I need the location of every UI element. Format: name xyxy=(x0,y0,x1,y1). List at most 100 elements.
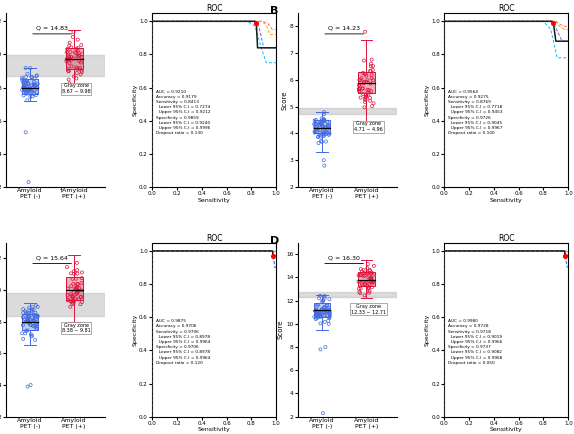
Bar xyxy=(22,79,38,94)
Point xyxy=(361,93,370,100)
Point xyxy=(67,293,76,299)
Point xyxy=(316,312,325,319)
Point xyxy=(74,296,83,303)
Point xyxy=(319,133,328,140)
Point xyxy=(22,83,32,90)
Point xyxy=(77,69,87,76)
Point xyxy=(28,306,37,313)
Point xyxy=(323,305,332,312)
Point xyxy=(22,73,31,80)
Point xyxy=(65,59,74,66)
Point xyxy=(316,293,325,299)
Point xyxy=(77,67,86,74)
Point xyxy=(363,77,372,84)
Point xyxy=(323,302,332,309)
Point xyxy=(23,310,32,317)
Point xyxy=(63,66,72,73)
X-axis label: Sensitivity: Sensitivity xyxy=(197,427,231,432)
Point xyxy=(31,309,40,316)
Point xyxy=(65,80,74,87)
Point xyxy=(311,116,320,123)
Point xyxy=(69,270,79,277)
Point xyxy=(65,39,74,46)
Point xyxy=(77,287,86,294)
Point xyxy=(369,262,378,269)
Point xyxy=(369,77,378,84)
Point xyxy=(73,44,83,51)
Point xyxy=(29,317,38,324)
Point xyxy=(29,306,38,313)
Point xyxy=(73,266,82,273)
Point xyxy=(366,60,375,67)
Point xyxy=(366,275,375,282)
Point xyxy=(19,82,28,89)
Point xyxy=(21,79,30,86)
Point xyxy=(75,284,84,291)
Point xyxy=(32,302,41,309)
Point xyxy=(319,116,328,123)
Text: Q = 14.23: Q = 14.23 xyxy=(328,26,360,31)
Point xyxy=(21,330,30,337)
Bar xyxy=(298,108,397,115)
Point xyxy=(354,285,363,292)
Point xyxy=(358,85,367,92)
Point xyxy=(319,111,328,118)
Point xyxy=(77,54,86,61)
Point xyxy=(367,56,377,63)
Point xyxy=(359,80,369,87)
Point xyxy=(354,85,363,92)
Bar xyxy=(314,120,331,134)
Point xyxy=(312,124,321,131)
Point xyxy=(312,306,321,313)
Point xyxy=(363,265,372,272)
Point xyxy=(73,289,82,296)
Point xyxy=(361,91,370,98)
Point xyxy=(324,308,333,315)
Point xyxy=(366,270,375,277)
Point xyxy=(66,49,75,56)
Point xyxy=(356,76,365,83)
Point xyxy=(364,278,374,285)
Bar xyxy=(6,293,105,316)
Point xyxy=(18,330,27,337)
Point xyxy=(313,134,323,141)
Point xyxy=(24,314,33,321)
Point xyxy=(367,275,376,282)
Point xyxy=(32,321,41,328)
Point xyxy=(29,91,38,98)
Point xyxy=(28,304,37,311)
Point xyxy=(358,281,367,288)
Point xyxy=(361,70,370,77)
Point xyxy=(18,335,28,342)
Point xyxy=(359,273,369,280)
Point xyxy=(26,65,35,72)
Point xyxy=(23,311,32,318)
Point xyxy=(358,268,367,275)
Point xyxy=(18,306,28,312)
Point xyxy=(20,85,29,92)
Point xyxy=(76,301,85,308)
Point xyxy=(77,279,86,286)
Text: Q = 15.64: Q = 15.64 xyxy=(36,256,68,260)
Point xyxy=(21,86,30,93)
Point xyxy=(319,410,328,417)
Point xyxy=(29,82,38,89)
Point xyxy=(366,68,375,75)
Point xyxy=(359,267,368,274)
Point xyxy=(313,126,323,133)
Point xyxy=(321,309,330,316)
Point xyxy=(31,92,40,99)
Point xyxy=(312,309,321,316)
Point xyxy=(360,272,369,279)
Point xyxy=(322,126,331,133)
Point xyxy=(67,56,76,63)
Point xyxy=(63,285,72,292)
Point xyxy=(320,129,329,136)
Point xyxy=(312,127,321,134)
Point xyxy=(312,312,321,319)
Point xyxy=(28,318,37,325)
Point xyxy=(76,293,86,300)
Point xyxy=(68,300,77,307)
Point xyxy=(22,309,31,316)
Point xyxy=(358,69,367,76)
